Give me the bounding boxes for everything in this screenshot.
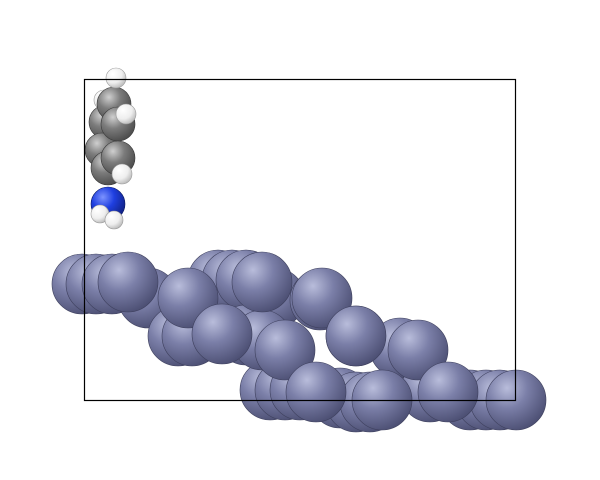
metal-atom <box>97 251 159 313</box>
metal-slab-front <box>97 251 547 431</box>
metal-atom <box>254 319 316 381</box>
hydrogen-atom <box>115 103 137 125</box>
metal-atom <box>387 319 449 381</box>
unit-cell-outline <box>83 78 517 402</box>
metal-atom <box>417 361 479 423</box>
adsorbed-molecule <box>84 67 137 230</box>
metal-atom <box>325 305 387 367</box>
hydrogen-atom <box>111 163 133 185</box>
metal-atom <box>191 303 253 365</box>
metal-atom <box>231 251 293 313</box>
hydrogen-atom <box>105 67 127 89</box>
metal-atom <box>285 361 347 423</box>
hydrogen-atom <box>104 210 124 230</box>
